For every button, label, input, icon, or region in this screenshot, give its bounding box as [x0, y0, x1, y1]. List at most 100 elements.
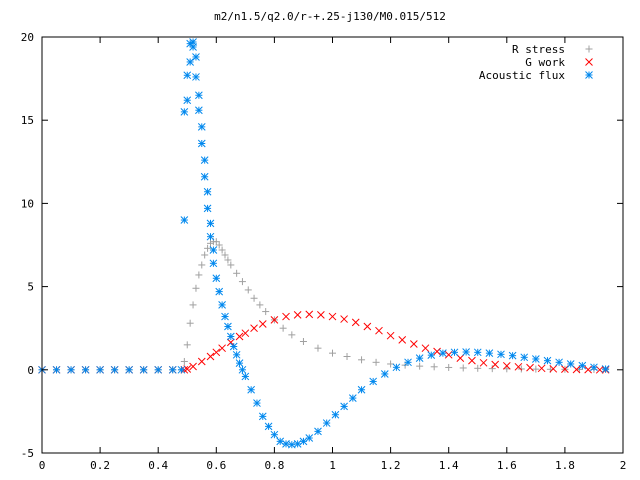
data-point: [314, 427, 322, 436]
data-point: [197, 123, 206, 131]
data-point: [357, 385, 366, 394]
data-point: [287, 440, 296, 449]
data-point: [189, 43, 197, 51]
data-point: [81, 365, 90, 374]
data-point: [340, 315, 348, 323]
data-point: [517, 365, 525, 373]
data-point: [209, 246, 218, 254]
data-point: [270, 430, 279, 439]
data-point: [229, 342, 238, 351]
data-point: [433, 347, 441, 356]
data-point: [218, 246, 226, 254]
data-point: [520, 353, 529, 362]
data-point: [201, 251, 209, 259]
data-point: [215, 241, 223, 249]
data-point: [200, 156, 209, 164]
data-point: [537, 364, 546, 373]
data-point: [549, 364, 558, 373]
data-point: [192, 53, 200, 61]
plot-area: [38, 38, 610, 449]
x-tick-label: 1.2: [381, 459, 401, 472]
data-point: [282, 312, 290, 321]
data-point: [262, 308, 270, 316]
data-point: [200, 172, 209, 181]
data-point: [198, 261, 206, 269]
data-point: [67, 365, 75, 374]
data-point: [450, 348, 459, 357]
data-point: [212, 348, 221, 357]
data-point: [386, 331, 395, 340]
data-point: [221, 251, 229, 259]
data-point: [233, 269, 241, 277]
data-point: [317, 311, 325, 319]
data-point: [241, 329, 250, 338]
data-point: [491, 360, 500, 369]
data-point: [183, 96, 192, 105]
data-point: [358, 356, 366, 364]
data-point: [532, 365, 540, 373]
data-point: [270, 316, 279, 324]
data-point: [52, 365, 61, 374]
data-point: [250, 324, 258, 333]
data-point: [203, 187, 212, 196]
legend-label: R stress: [512, 43, 565, 56]
data-point: [235, 359, 244, 367]
data-point: [348, 394, 357, 402]
data-point: [566, 360, 575, 368]
series-acoustic-flux: [38, 38, 610, 449]
data-point: [276, 437, 285, 446]
data-point: [479, 358, 488, 367]
data-point: [409, 340, 418, 348]
data-point: [392, 363, 401, 372]
data-point: [206, 219, 215, 228]
data-point: [279, 324, 287, 332]
data-point: [293, 311, 302, 319]
data-point: [215, 287, 224, 296]
data-point: [314, 344, 322, 352]
legend-marker: [585, 58, 593, 66]
data-point: [195, 106, 203, 115]
data-point: [514, 362, 523, 371]
legend-marker: [585, 71, 593, 79]
data-point: [218, 301, 226, 309]
data-point: [328, 312, 337, 321]
data-point: [183, 71, 192, 80]
data-point: [212, 274, 221, 283]
data-point: [238, 365, 247, 374]
y-tick-label: 10: [21, 197, 34, 210]
data-point: [508, 351, 517, 360]
x-tick-label: 1.8: [555, 459, 575, 472]
data-point: [226, 338, 235, 347]
data-point: [212, 238, 220, 246]
data-point: [192, 73, 200, 81]
data-point: [226, 332, 235, 341]
data-point: [375, 326, 383, 335]
data-point: [322, 419, 331, 427]
x-tick-label: 1: [329, 459, 336, 472]
data-point: [372, 358, 380, 366]
x-tick-label: 2: [620, 459, 627, 472]
data-point: [343, 352, 351, 360]
data-point: [235, 332, 244, 341]
data-point: [351, 318, 360, 327]
data-point: [299, 338, 307, 346]
data-point: [485, 349, 494, 358]
chart-title: m2/n1.5/q2.0/r-+.25-j130/M0.015/512: [214, 10, 446, 23]
data-point: [154, 365, 163, 374]
x-tick-label: 0.4: [148, 459, 168, 472]
data-point: [197, 139, 206, 148]
data-point: [329, 349, 336, 357]
data-point: [168, 365, 177, 374]
data-point: [363, 322, 372, 331]
data-point: [380, 370, 389, 378]
data-point: [404, 358, 412, 367]
data-point: [474, 364, 482, 372]
x-tick-label: 1.6: [497, 459, 517, 472]
data-point: [180, 216, 189, 224]
data-point: [439, 349, 447, 358]
data-point: [180, 108, 189, 116]
data-point: [555, 358, 563, 367]
data-point: [497, 350, 505, 359]
data-point: [206, 352, 215, 361]
